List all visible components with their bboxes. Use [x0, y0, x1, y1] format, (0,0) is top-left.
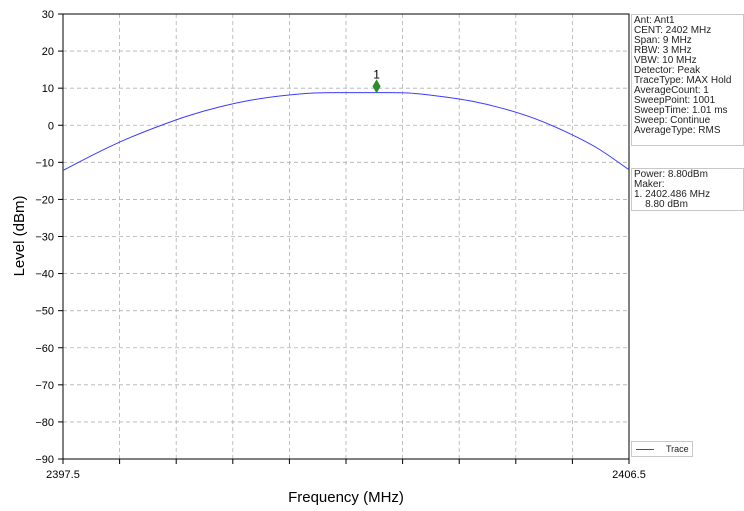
- analyzer-settings-panel: Ant: Ant1 CENT: 2402 MHz Span: 9 MHz RBW: 3…: [631, 14, 744, 146]
- y-tick-label: −60: [35, 343, 54, 355]
- settings-line: CENT: 2402 MHz: [634, 25, 712, 36]
- y-tick-label: −80: [35, 417, 54, 429]
- legend-trace-label: Trace: [666, 444, 689, 454]
- x-tick-label: 2406.5: [612, 469, 646, 481]
- y-axis-label: Level (dBm): [11, 196, 28, 277]
- settings-line: TraceType: MAX Hold: [634, 75, 732, 86]
- y-tick-label: −20: [35, 194, 54, 206]
- settings-line: Ant: Ant1: [634, 15, 675, 26]
- power-line: Maker:: [634, 179, 665, 190]
- power-line: Power: 8.80dBm: [634, 169, 708, 180]
- y-tick-label: 20: [42, 46, 54, 58]
- settings-line: AverageCount: 1: [634, 85, 709, 96]
- y-tick-label: −30: [35, 232, 54, 244]
- series-layer: [62, 92, 630, 171]
- marker-layer: 1: [372, 67, 381, 94]
- y-tick-label: −90: [35, 454, 54, 466]
- marker-diamond: [372, 79, 381, 94]
- x-axis-label: Frequency (MHz): [288, 489, 404, 506]
- settings-line: Sweep: Continue: [634, 115, 711, 126]
- settings-line: Detector: Peak: [634, 65, 701, 76]
- x-tick-label: 2397.5: [46, 469, 80, 481]
- settings-line: RBW: 3 MHz: [634, 45, 692, 56]
- legend: Trace: [631, 441, 693, 457]
- power-line: 1. 2402.486 MHz: [634, 189, 711, 200]
- y-tick-label: −50: [35, 306, 54, 318]
- settings-line: SweepPoint: 1001: [634, 95, 716, 106]
- settings-line: Span: 9 MHz: [634, 35, 692, 46]
- y-tick-label: 30: [42, 9, 54, 21]
- y-tick-label: −70: [35, 380, 54, 392]
- series-trace-line: [62, 92, 630, 171]
- settings-line: VBW: 10 MHz: [634, 55, 697, 66]
- power-line: 8.80 dBm: [634, 199, 688, 210]
- settings-line: AverageType: RMS: [634, 125, 721, 136]
- axis-ticks: 30 20 10 0 −10 −20 −30 −40 −50 −60 −70 −80 −90 2397.5…: [35, 9, 646, 481]
- y-tick-label: 0: [48, 120, 54, 132]
- y-tick-label: 10: [42, 83, 54, 95]
- grid: [63, 14, 629, 459]
- marker-label: 1: [373, 67, 380, 81]
- y-tick-label: −40: [35, 269, 54, 281]
- settings-line: SweepTime: 1.01 ms: [634, 105, 728, 116]
- y-tick-label: −10: [35, 157, 54, 169]
- legend-trace-swatch: [636, 449, 654, 450]
- power-readout-panel: Power: 8.80dBm Maker: 1. 2402.486 MHz 8.80…: [631, 168, 744, 211]
